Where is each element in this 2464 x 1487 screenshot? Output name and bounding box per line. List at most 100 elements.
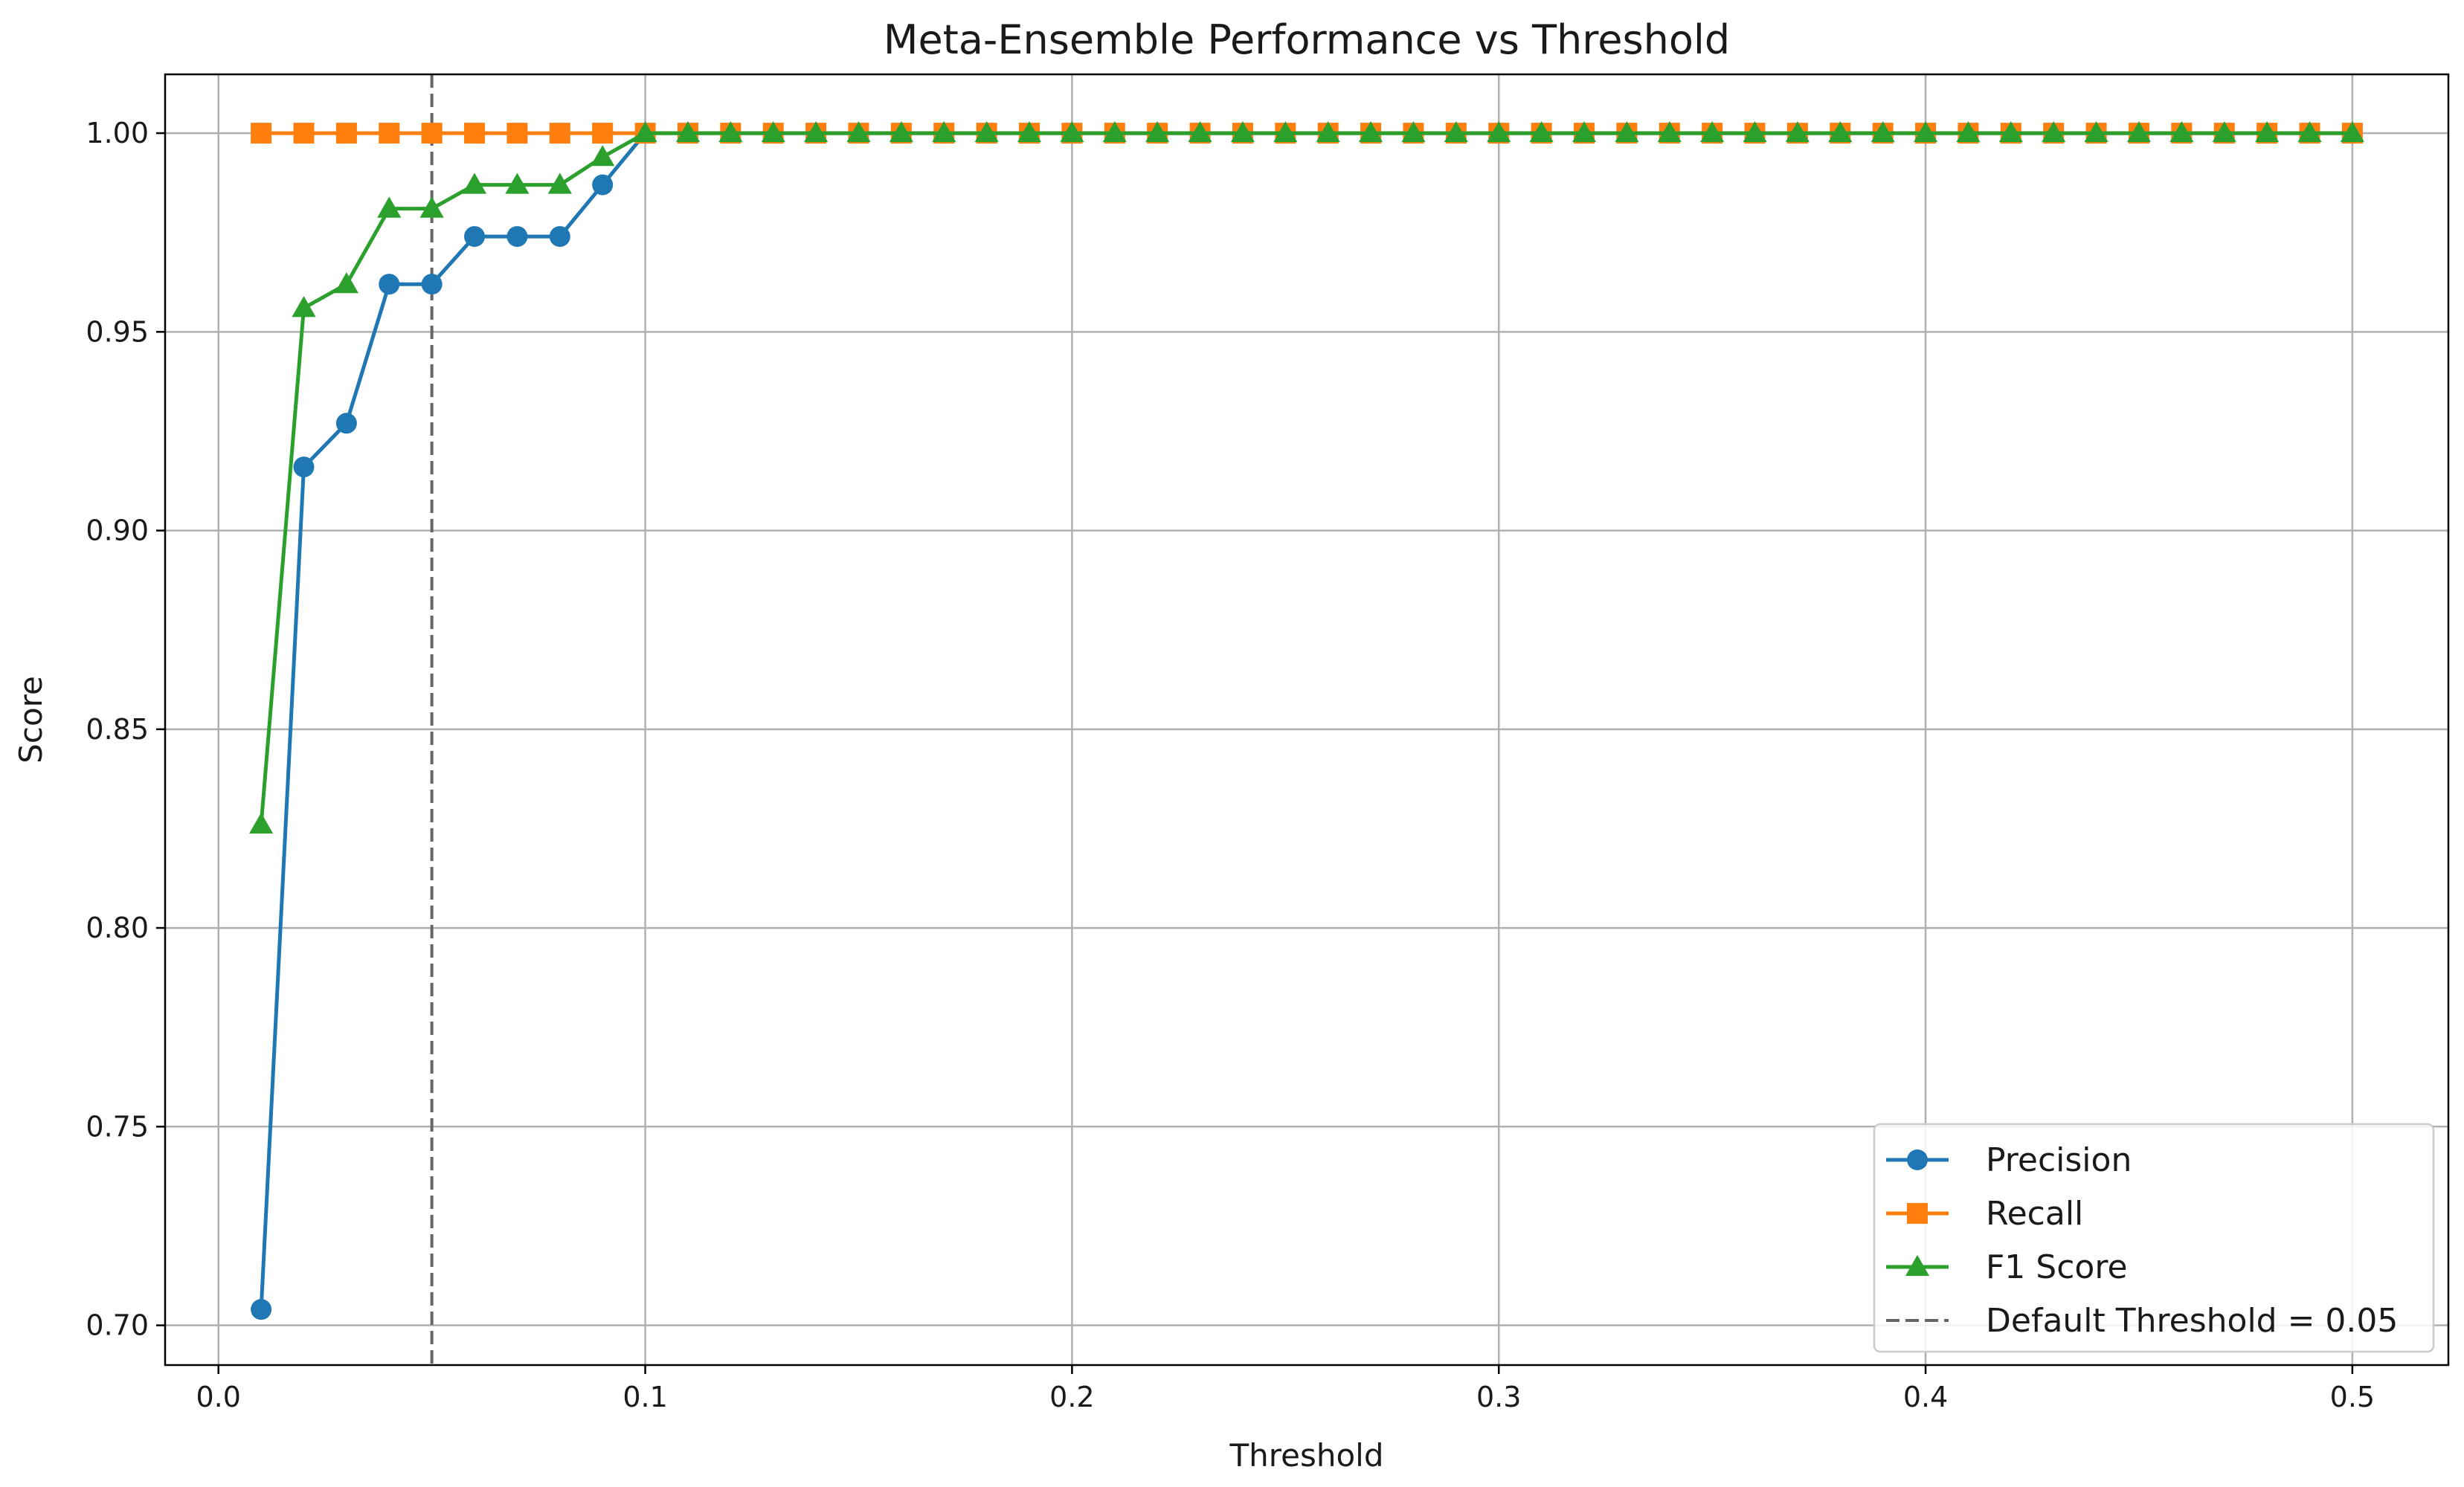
recall-point bbox=[251, 123, 272, 144]
legend-marker bbox=[1907, 1203, 1928, 1224]
f1-score-point bbox=[974, 121, 999, 143]
f1-score-point bbox=[718, 121, 743, 143]
f1-score-point bbox=[547, 172, 572, 194]
legend-item-recall: Recall bbox=[1886, 1195, 2083, 1233]
legend-item-f1-score: F1 Score bbox=[1886, 1248, 2128, 1286]
x-axis-label: Threshold bbox=[1229, 1437, 1384, 1474]
f1-score-point bbox=[1017, 121, 1042, 143]
f1-score-point bbox=[1870, 121, 1895, 143]
f1-score-point bbox=[1828, 121, 1853, 143]
x-tick-label: 0.3 bbox=[1476, 1381, 1521, 1413]
plot-frame bbox=[164, 73, 2450, 1367]
f1-score-point bbox=[1444, 121, 1468, 143]
legend-item-default-threshold-0-05: Default Threshold = 0.05 bbox=[1886, 1302, 2398, 1340]
precision-point bbox=[549, 226, 570, 248]
f1-score-point bbox=[1358, 121, 1383, 143]
f1-score-point bbox=[1401, 121, 1426, 143]
f1-score-point bbox=[633, 121, 657, 143]
f1-score-point bbox=[889, 121, 913, 143]
f1-score-point bbox=[1060, 121, 1084, 143]
x-axis-ticks: 0.0 0.1 0.2 0.3 0.4 0.5 bbox=[196, 1365, 2375, 1413]
y-tick-label: 0.95 bbox=[86, 315, 149, 348]
recall-point bbox=[506, 123, 528, 144]
f1-score-point bbox=[419, 196, 444, 218]
x-tick-label: 0.0 bbox=[196, 1381, 241, 1413]
x-tick-label: 0.4 bbox=[1903, 1381, 1948, 1413]
recall-point bbox=[592, 123, 614, 144]
precision-point bbox=[379, 274, 400, 295]
y-axis-label: Score bbox=[13, 676, 49, 764]
y-tick-label: 0.75 bbox=[86, 1110, 149, 1143]
f1-score-point bbox=[249, 813, 274, 834]
f1-score-point bbox=[846, 121, 871, 143]
legend: Precision Recall F1 Score Default Threshold… bbox=[1873, 1123, 2435, 1353]
f1-score-point bbox=[2042, 121, 2066, 143]
f1-score-point bbox=[1145, 121, 1170, 143]
legend-item-precision: Precision bbox=[1886, 1141, 2132, 1179]
precision-point bbox=[293, 457, 315, 478]
f1-score-point bbox=[1273, 121, 1298, 143]
recall-point bbox=[464, 123, 486, 144]
legend-label: Recall bbox=[1986, 1195, 2083, 1233]
f1-score-point bbox=[1956, 121, 1981, 143]
f1-score-point bbox=[803, 121, 829, 143]
f1-score-point bbox=[1657, 121, 1682, 143]
f1-score-point bbox=[1188, 121, 1212, 143]
f1-score-point bbox=[1615, 121, 1639, 143]
f1-score-point bbox=[1102, 121, 1127, 143]
f1-score-point bbox=[1529, 121, 1554, 143]
y-tick-label: 0.80 bbox=[86, 912, 149, 944]
f1-score-point bbox=[1487, 121, 1511, 143]
f1-score-point bbox=[2340, 121, 2364, 143]
series-layer bbox=[249, 121, 2364, 1320]
recall-point bbox=[379, 123, 400, 144]
f1-score-point bbox=[2255, 121, 2280, 143]
f1-score-point bbox=[2212, 121, 2236, 143]
f1-score-point bbox=[377, 196, 402, 218]
precision-point bbox=[464, 226, 486, 248]
f1-score-point bbox=[2126, 121, 2152, 143]
legend-marker bbox=[1905, 1254, 1930, 1277]
f1-score-point bbox=[334, 272, 358, 294]
precision-point bbox=[335, 413, 357, 434]
f1-score-point bbox=[505, 172, 530, 194]
f1-score-point bbox=[2169, 121, 2194, 143]
legend-box bbox=[1873, 1123, 2435, 1353]
f1-score-point bbox=[2084, 121, 2108, 143]
precision-point bbox=[251, 1299, 272, 1320]
f1-score-point bbox=[1743, 121, 1767, 143]
f1-score-point bbox=[1913, 121, 1938, 143]
precision-point bbox=[506, 226, 528, 248]
f1-score-point bbox=[1785, 121, 1810, 143]
legend-label: Default Threshold = 0.05 bbox=[1986, 1302, 2398, 1340]
f1-score-point bbox=[1316, 121, 1340, 143]
y-tick-label: 0.85 bbox=[86, 713, 149, 746]
f1-score-point bbox=[292, 296, 316, 317]
recall-point bbox=[421, 123, 443, 144]
y-axis-ticks: 0.70 0.75 0.80 0.85 0.90 0.95 1.00 bbox=[86, 117, 165, 1342]
x-tick-label: 0.1 bbox=[623, 1381, 667, 1413]
y-tick-label: 1.00 bbox=[86, 117, 149, 149]
f1-score-point bbox=[1998, 121, 2023, 143]
recall-point bbox=[293, 123, 315, 144]
f1-score-point bbox=[591, 145, 615, 167]
f1-score-point bbox=[932, 121, 956, 143]
precision-point bbox=[421, 274, 443, 295]
f1-score-point bbox=[761, 121, 785, 143]
legend-label: Precision bbox=[1986, 1141, 2132, 1179]
f1-score-point bbox=[675, 121, 701, 143]
recall-point bbox=[549, 123, 570, 144]
legend-label: F1 Score bbox=[1986, 1248, 2128, 1286]
legend-marker bbox=[1907, 1149, 1928, 1170]
f1-score-point bbox=[462, 172, 487, 194]
f1-score-point bbox=[1572, 121, 1597, 143]
x-tick-label: 0.5 bbox=[2330, 1381, 2375, 1413]
y-tick-label: 0.70 bbox=[86, 1309, 149, 1342]
series-f1-score bbox=[249, 121, 2364, 834]
f1-score-point bbox=[1230, 121, 1255, 143]
f1-score-line bbox=[259, 131, 2352, 825]
precision-point bbox=[592, 174, 614, 196]
y-tick-label: 0.90 bbox=[86, 515, 149, 547]
f1-score-point bbox=[1700, 121, 1725, 143]
